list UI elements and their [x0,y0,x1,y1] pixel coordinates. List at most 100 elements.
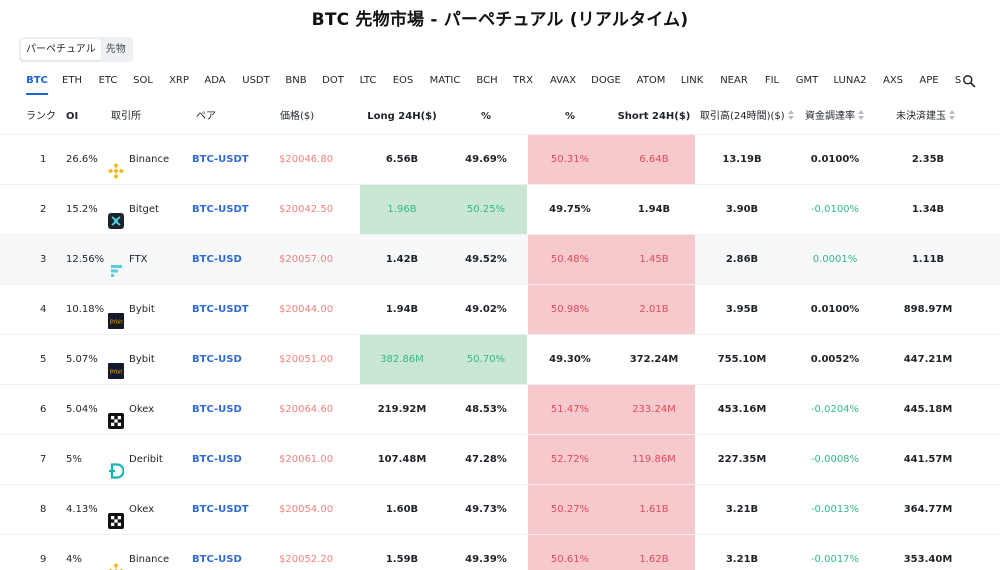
volume-24h: 755.10M [717,354,767,365]
coin-tab-luna2[interactable]: LUNA2 [833,75,867,86]
coin-tabs: BTC ETH ETC SOL XRP ADA USDT BNB DOT LTC EOS MATIC B… [0,68,1000,96]
open-interest: 2.35B [911,154,945,165]
table-row[interactable]: 9 4% Binance BTC-USD $20052.20 1.59B 49.39% 50.… [0,534,1000,570]
deribit-logo-icon [108,452,125,479]
exchange[interactable]: Deribit [108,435,163,484]
exchange-name: Deribit [129,453,163,465]
exchange-name: Okex [129,403,155,415]
table-row[interactable]: 1 26.6% Binance BTC-USDT $20046.80 6.56B 49.69… [0,134,1000,184]
col-long24h[interactable]: Long 24H($) [367,111,437,122]
exchange[interactable]: Bitget [108,185,159,234]
coin-tab-ada[interactable]: ADA [204,75,226,86]
funding-rate: 0.0001% [812,254,858,265]
short-24h: 372.24M [629,354,679,365]
coin-tab-link[interactable]: LINK [680,75,704,86]
coin-tab-bnb[interactable]: BNB [285,75,307,86]
col-open-interest-wrap[interactable]: 未決済建玉 [896,100,955,134]
coin-tab-ltc[interactable]: LTC [359,75,377,86]
coin-tab-btc[interactable]: BTC [26,68,48,96]
oi-share: 10.18% [66,304,105,315]
short-dominant-bg [528,435,695,484]
short-dominant-bg [528,285,695,334]
coin-tab-matic[interactable]: MATIC [429,75,461,86]
table-row[interactable]: 8 4.13% Okex BTC-USDT $20054.00 1.60B 49.73% 50… [0,484,1000,534]
open-interest: 1.11B [911,254,945,265]
coin-tab-eth[interactable]: ETH [62,75,82,86]
short-24h: 1.94B [637,204,671,215]
short-pct: 50.48% [550,254,590,265]
pair[interactable]: BTC-USD [192,454,242,465]
col-volume-wrap[interactable]: 取引高(24時間)($) [700,100,794,134]
col-exchange: 取引所 [111,111,141,122]
bybit-logo-icon: BYbit [108,352,124,379]
exchange[interactable]: BYbit Bybit [108,285,155,334]
coin-tab-ape[interactable]: APE [919,75,939,86]
pair[interactable]: BTC-USDT [192,154,249,165]
pair[interactable]: BTC-USDT [192,504,249,515]
price: $20054.00 [279,504,334,515]
exchange[interactable]: FTX [108,235,148,284]
table-row[interactable]: 4 10.18% BYbit Bybit BTC-USDT $20044.00 1.94B 4… [0,284,1000,334]
col-long-pct[interactable]: % [480,111,492,122]
long-24h: 1.42B [385,254,419,265]
coin-tab-doge[interactable]: DOGE [591,75,621,86]
coin-tab-fil[interactable]: FIL [764,75,780,86]
short-dominant-bg [528,385,695,434]
long-pct: 47.28% [465,454,507,465]
price: $20044.00 [279,304,334,315]
coin-tab-s[interactable]: S [954,75,962,86]
okex-logo-icon [108,402,124,429]
long-pct: 49.69% [465,154,507,165]
coin-tab-bch[interactable]: BCH [476,75,498,86]
exchange[interactable]: Binance [108,135,169,184]
exchange[interactable]: Okex [108,385,154,434]
coin-tab-avax[interactable]: AVAX [549,75,577,86]
pair[interactable]: BTC-USD [192,404,242,415]
short-pct: 51.47% [550,404,590,415]
short-24h: 2.01B [639,304,669,315]
open-interest: 445.18M [903,404,953,415]
search-icon[interactable] [962,74,976,88]
long-24h: 219.92M [377,404,427,415]
table-row[interactable]: 7 5% Deribit BTC-USD $20061.00 107.48M 47.28% 5… [0,434,1000,484]
page-title: BTC 先物市場 - パーペチュアル (リアルタイム) [311,10,689,30]
coin-tab-atom[interactable]: ATOM [636,75,666,86]
coin-tab-near[interactable]: NEAR [720,75,748,86]
col-short24h[interactable]: Short 24H($) [617,111,691,122]
pair[interactable]: BTC-USD [192,354,242,365]
coin-tab-eos[interactable]: EOS [392,75,414,86]
coin-tab-usdt[interactable]: USDT [242,75,270,86]
price: $20052.20 [279,554,334,565]
open-interest: 1.34B [911,204,945,215]
exchange[interactable]: BYbit Bybit [108,335,155,384]
open-interest: 353.40M [903,554,953,565]
exchange[interactable]: Binance [108,535,169,570]
short-24h: 1.62B [639,554,669,565]
table-row[interactable]: 3 12.56% FTX BTC-USD $20057.00 1.42B 49.52% 50.… [0,234,1000,284]
coin-tab-etc[interactable]: ETC [98,75,118,86]
oi-share: 26.6% [66,154,98,165]
coin-tab-sol[interactable]: SOL [133,75,153,86]
toggle-futures[interactable]: 先物 [105,44,126,55]
pair[interactable]: BTC-USD [192,554,242,565]
coin-tab-dot[interactable]: DOT [322,75,344,86]
price: $20057.00 [279,254,334,265]
short-dominant-bg [528,135,695,184]
coin-tab-trx[interactable]: TRX [513,75,533,86]
pair[interactable]: BTC-USD [192,254,242,265]
long-24h: 1.59B [385,554,419,565]
exchange[interactable]: Okex [108,485,154,534]
table-row[interactable]: 2 15.2% Bitget BTC-USDT $20042.50 1.96B 50.25%… [0,184,1000,234]
col-funding-wrap[interactable]: 資金調達率 [805,100,864,134]
coin-tab-xrp[interactable]: XRP [169,75,189,86]
table-row[interactable]: 6 5.04% Okex BTC-USD $20064.60 219.92M 48.53% 5… [0,384,1000,434]
coin-tab-axs[interactable]: AXS [882,75,904,86]
oi-share: 5% [66,454,82,465]
pair[interactable]: BTC-USDT [192,204,249,215]
short-pct: 49.30% [549,354,591,365]
coin-tab-gmt[interactable]: GMT [795,75,819,86]
table-row[interactable]: 5 5.07% BYbit Bybit BTC-USD $20051.00 382.86M 5… [0,334,1000,384]
col-short-pct[interactable]: % [564,111,576,122]
toggle-perpetual[interactable]: パーペチュアル [21,39,101,60]
pair[interactable]: BTC-USDT [192,304,249,315]
